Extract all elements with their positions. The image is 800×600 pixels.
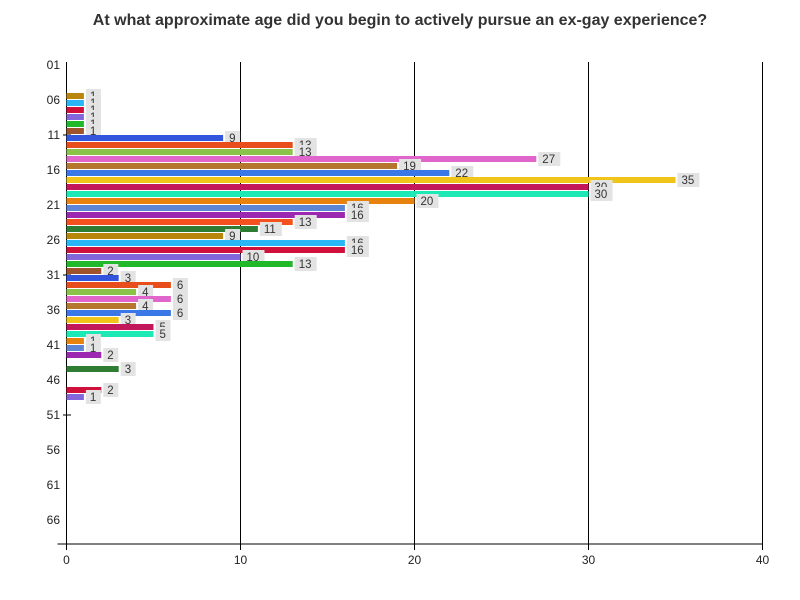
svg-text:3: 3 — [125, 364, 131, 376]
svg-text:6: 6 — [177, 280, 183, 292]
svg-text:20: 20 — [421, 196, 434, 208]
svg-text:61: 61 — [47, 478, 61, 492]
svg-text:11: 11 — [264, 224, 276, 236]
svg-text:35: 35 — [682, 175, 695, 187]
svg-text:16: 16 — [351, 245, 364, 257]
svg-text:16: 16 — [351, 210, 364, 222]
svg-text:30: 30 — [582, 553, 596, 567]
svg-text:36: 36 — [47, 303, 61, 317]
svg-text:6: 6 — [177, 308, 183, 320]
svg-text:16: 16 — [47, 163, 61, 177]
svg-text:40: 40 — [756, 553, 770, 567]
svg-text:66: 66 — [47, 513, 61, 527]
svg-text:01: 01 — [47, 58, 61, 72]
svg-text:2: 2 — [107, 350, 113, 362]
svg-text:06: 06 — [47, 93, 61, 107]
svg-text:27: 27 — [542, 154, 555, 166]
svg-text:20: 20 — [408, 553, 422, 567]
svg-text:51: 51 — [47, 408, 61, 422]
svg-text:5: 5 — [160, 329, 166, 341]
svg-text:1: 1 — [90, 392, 96, 404]
svg-text:13: 13 — [299, 259, 312, 271]
svg-text:0: 0 — [63, 553, 70, 567]
svg-text:41: 41 — [47, 338, 61, 352]
svg-text:2: 2 — [107, 385, 113, 397]
svg-text:56: 56 — [47, 443, 61, 457]
svg-text:6: 6 — [177, 294, 183, 306]
svg-text:11: 11 — [48, 128, 61, 142]
svg-text:21: 21 — [47, 198, 61, 212]
svg-text:31: 31 — [47, 268, 61, 282]
svg-text:10: 10 — [234, 553, 248, 567]
svg-text:46: 46 — [47, 373, 61, 387]
svg-text:30: 30 — [595, 189, 608, 201]
svg-text:13: 13 — [299, 217, 312, 229]
svg-text:26: 26 — [47, 233, 61, 247]
